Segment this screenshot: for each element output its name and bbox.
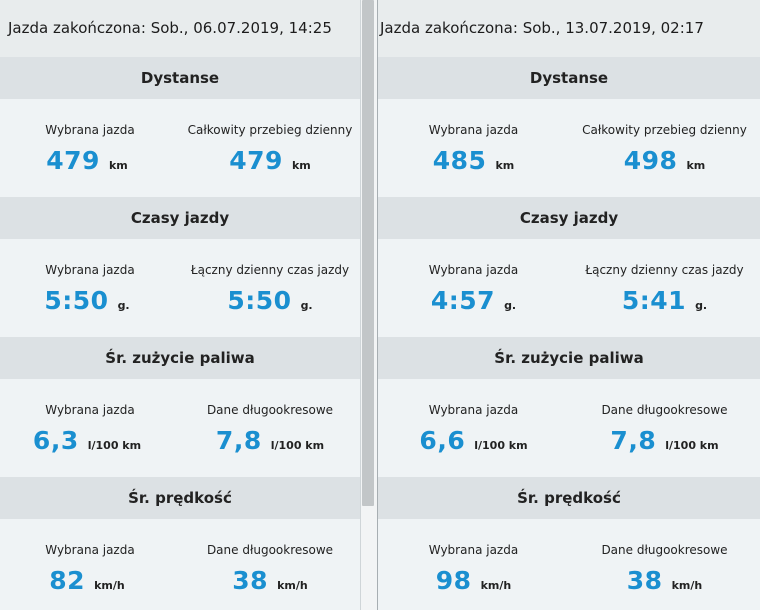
section-header: Śr. zużycie paliwa bbox=[0, 337, 360, 379]
stat-value: 479 bbox=[46, 146, 100, 175]
stat-unit: km bbox=[108, 159, 128, 172]
section-average-speed: Śr. prędkość Wybrana jazda 82 km/h Dane d… bbox=[0, 477, 360, 610]
section-header: Śr. prędkość bbox=[0, 477, 360, 519]
stat-label: Wybrana jazda bbox=[45, 403, 135, 417]
stat-label: Wybrana jazda bbox=[45, 123, 135, 137]
stat-value: 7,8 bbox=[215, 426, 262, 455]
stat-value: 5:41 bbox=[621, 286, 687, 315]
stat-label: Wybrana jazda bbox=[428, 403, 519, 417]
stat-value: 7,8 bbox=[610, 426, 657, 455]
stat-daily-total: Łączny dzienny czas jazdy 5:41 g. bbox=[569, 239, 760, 337]
stat-label: Wybrana jazda bbox=[428, 123, 519, 137]
stat-label: Wybrana jazda bbox=[428, 263, 519, 277]
stat-value: 5:50 bbox=[227, 286, 292, 315]
section-header: Dystanse bbox=[0, 57, 360, 99]
section-fuel-consumption: Śr. zużycie paliwa Wybrana jazda 6,6 l/10… bbox=[378, 337, 760, 477]
stat-label: Dane długookresowe bbox=[601, 543, 728, 557]
stat-unit: g. bbox=[300, 299, 313, 312]
stat-unit: l/100 km bbox=[665, 439, 719, 452]
section-distances: Dystanse Wybrana jazda 485 km Całkowity p… bbox=[378, 57, 760, 197]
stat-unit: km bbox=[495, 159, 515, 172]
section-fuel-consumption: Śr. zużycie paliwa Wybrana jazda 6,3 l/10… bbox=[0, 337, 360, 477]
trip-title: Jazda zakończona: Sob., 13.07.2019, 02:1… bbox=[378, 0, 760, 57]
stat-label: Wybrana jazda bbox=[45, 543, 135, 557]
section-header: Czasy jazdy bbox=[0, 197, 360, 239]
stat-unit: g. bbox=[117, 299, 130, 312]
stat-value: 38 bbox=[232, 566, 269, 595]
stat-value: 4:57 bbox=[430, 286, 496, 315]
stat-label: Wybrana jazda bbox=[428, 543, 519, 557]
stat-long-term: Dane długookresowe 7,8 l/100 km bbox=[180, 379, 360, 477]
stat-value: 98 bbox=[435, 566, 472, 595]
stat-value: 6,3 bbox=[32, 426, 79, 455]
stat-value: 485 bbox=[432, 146, 487, 175]
stat-label: Łączny dzienny czas jazdy bbox=[585, 263, 744, 277]
section-driving-times: Czasy jazdy Wybrana jazda 4:57 g. Łączny … bbox=[378, 197, 760, 337]
stat-daily-total: Całkowity przebieg dzienny 498 km bbox=[569, 99, 760, 197]
stat-unit: km/h bbox=[671, 579, 703, 592]
section-header: Śr. prędkość bbox=[378, 477, 760, 519]
stat-value: 498 bbox=[623, 146, 678, 175]
stat-selected-trip: Wybrana jazda 6,6 l/100 km bbox=[378, 379, 569, 477]
section-header: Dystanse bbox=[378, 57, 760, 99]
section-header: Śr. zużycie paliwa bbox=[378, 337, 760, 379]
stat-unit: km bbox=[686, 159, 706, 172]
section-header: Czasy jazdy bbox=[378, 197, 760, 239]
stat-unit: km/h bbox=[94, 579, 125, 592]
stat-label: Dane długookresowe bbox=[206, 543, 334, 557]
stat-selected-trip: Wybrana jazda 4:57 g. bbox=[378, 239, 569, 337]
stat-unit: km/h bbox=[277, 579, 308, 592]
stat-unit: l/100 km bbox=[270, 439, 325, 452]
stat-long-term: Dane długookresowe 38 km/h bbox=[180, 519, 360, 610]
section-average-speed: Śr. prędkość Wybrana jazda 98 km/h Dane d… bbox=[378, 477, 760, 610]
trip-panel-right: Jazda zakończona: Sob., 13.07.2019, 02:1… bbox=[378, 0, 760, 610]
stat-label: Łączny dzienny czas jazdy bbox=[190, 263, 350, 277]
stat-selected-trip: Wybrana jazda 82 km/h bbox=[0, 519, 180, 610]
stat-selected-trip: Wybrana jazda 6,3 l/100 km bbox=[0, 379, 180, 477]
stat-selected-trip: Wybrana jazda 5:50 g. bbox=[0, 239, 180, 337]
trip-panel-left: Jazda zakończona: Sob., 06.07.2019, 14:2… bbox=[0, 0, 360, 610]
stat-label: Dane długookresowe bbox=[601, 403, 728, 417]
stat-long-term: Dane długookresowe 7,8 l/100 km bbox=[569, 379, 760, 477]
scrollbar-thumb[interactable] bbox=[362, 0, 374, 506]
stat-label: Całkowity przebieg dzienny bbox=[582, 123, 747, 137]
stat-label: Dane długookresowe bbox=[206, 403, 334, 417]
stat-selected-trip: Wybrana jazda 98 km/h bbox=[378, 519, 569, 610]
stat-value: 38 bbox=[626, 566, 663, 595]
stat-long-term: Dane długookresowe 38 km/h bbox=[569, 519, 760, 610]
stat-unit: km bbox=[291, 159, 311, 172]
trip-title: Jazda zakończona: Sob., 06.07.2019, 14:2… bbox=[0, 0, 360, 57]
stat-unit: g. bbox=[695, 299, 708, 312]
stat-label: Całkowity przebieg dzienny bbox=[187, 123, 353, 137]
stat-value: 479 bbox=[229, 146, 283, 175]
stat-selected-trip: Wybrana jazda 479 km bbox=[0, 99, 180, 197]
stat-label: Wybrana jazda bbox=[45, 263, 135, 277]
panel-divider bbox=[377, 0, 378, 610]
stat-value: 6,6 bbox=[419, 426, 466, 455]
stat-unit: l/100 km bbox=[87, 439, 142, 452]
stat-value: 82 bbox=[49, 566, 86, 595]
stat-unit: km/h bbox=[480, 579, 512, 592]
stat-daily-total: Całkowity przebieg dzienny 479 km bbox=[180, 99, 360, 197]
section-driving-times: Czasy jazdy Wybrana jazda 5:50 g. Łączny … bbox=[0, 197, 360, 337]
stat-selected-trip: Wybrana jazda 485 km bbox=[378, 99, 569, 197]
stat-value: 5:50 bbox=[44, 286, 109, 315]
stat-daily-total: Łączny dzienny czas jazdy 5:50 g. bbox=[180, 239, 360, 337]
section-distances: Dystanse Wybrana jazda 479 km Całkowity p… bbox=[0, 57, 360, 197]
stat-unit: l/100 km bbox=[474, 439, 528, 452]
stat-unit: g. bbox=[504, 299, 517, 312]
